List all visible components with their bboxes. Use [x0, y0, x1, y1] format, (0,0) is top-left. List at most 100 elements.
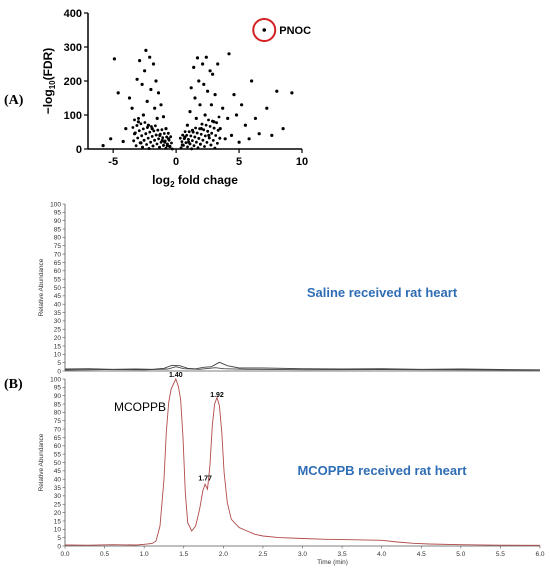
compound-label: MCOPPB — [114, 400, 166, 414]
volcano-point — [207, 133, 211, 137]
volcano-point — [205, 141, 209, 144]
chrom-y-tick-label: 90 — [54, 393, 62, 400]
volcano-point — [191, 130, 195, 134]
volcano-point — [208, 69, 212, 73]
volcano-point — [159, 140, 163, 144]
volcano-point — [207, 136, 211, 140]
chrom-y-tick-label: 95 — [54, 385, 62, 392]
volcano-point — [155, 116, 159, 120]
x-label-base: log — [152, 173, 170, 187]
volcano-point — [121, 139, 125, 144]
volcano-point — [202, 128, 206, 132]
volcano-point — [130, 106, 134, 110]
volcano-point — [138, 59, 142, 63]
volcano-point — [181, 133, 185, 137]
volcano-y-tick-label: 100 — [64, 110, 82, 122]
volcano-point — [141, 127, 145, 131]
saline-annotation: Saline received rat heart — [307, 285, 458, 300]
volcano-point — [188, 110, 192, 114]
volcano-point — [132, 139, 136, 143]
volcano-point — [281, 127, 285, 131]
volcano-point — [133, 118, 136, 122]
volcano-point — [187, 138, 190, 141]
volcano-point — [203, 113, 207, 117]
volcano-point — [155, 142, 159, 146]
volcano-point — [146, 126, 149, 129]
volcano-point — [193, 96, 197, 100]
volcano-y-tick-label: 300 — [64, 42, 82, 54]
volcano-point — [290, 91, 294, 95]
chrom-y-tick-label: 75 — [54, 243, 62, 250]
volcano-point — [137, 117, 140, 120]
chrom-x-tick-label: 4.0 — [377, 551, 386, 558]
volcano-point — [202, 82, 206, 86]
volcano-point — [240, 103, 244, 107]
chrom-x-tick-label: 0.5 — [100, 551, 109, 558]
volcano-point — [164, 127, 168, 131]
volcano-x-tick-label: 10 — [296, 156, 308, 168]
volcano-point — [199, 142, 202, 146]
volcano-point — [203, 145, 206, 148]
volcano-point — [182, 144, 185, 147]
volcano-point — [145, 99, 149, 103]
volcano-point — [216, 128, 220, 132]
volcano-point — [144, 48, 148, 53]
chrom-x-tick-label: 1.5 — [179, 551, 188, 558]
volcano-point — [189, 134, 193, 138]
chrom-y-tick-label: 70 — [54, 426, 62, 433]
volcano-point — [253, 116, 257, 120]
chrom-y-tick-label: 40 — [54, 302, 62, 309]
volcano-point — [134, 144, 138, 148]
volcano-point — [140, 82, 144, 86]
pnoc-point — [262, 28, 267, 32]
chrom-series-line — [64, 377, 541, 546]
chrom-y-tick-label: 0 — [57, 543, 61, 550]
volcano-point — [270, 133, 274, 137]
volcano-point — [197, 137, 201, 140]
volcano-point — [247, 137, 251, 141]
volcano-point — [207, 118, 210, 122]
volcano-point — [133, 131, 137, 135]
chrom-y-tick-label: 15 — [54, 343, 62, 350]
chrom-y-tick-label: 25 — [54, 327, 62, 334]
volcano-point — [215, 121, 219, 125]
chrom-y-tick-label: 45 — [54, 468, 62, 475]
chrom-y-tick-label: 55 — [54, 451, 62, 458]
volcano-point — [201, 138, 205, 142]
volcano-point — [199, 132, 203, 136]
volcano-point — [185, 123, 189, 127]
chrom-y-tick-label: 85 — [54, 401, 62, 408]
volcano-point — [156, 91, 161, 95]
volcano-y-label: −log10(FDR) — [41, 48, 57, 115]
volcano-point — [211, 139, 215, 142]
chrom-y-tick-label: 60 — [54, 268, 62, 275]
volcano-point — [206, 129, 210, 133]
volcano-point — [200, 122, 204, 126]
volcano-point — [203, 134, 207, 138]
chrom-y-tick-label: 80 — [54, 410, 62, 417]
volcano-point — [170, 141, 173, 145]
chrom-y-tick-label: 55 — [54, 276, 62, 283]
volcano-point — [153, 106, 157, 110]
chrom-x-tick-label: 3.0 — [298, 551, 307, 558]
volcano-point — [137, 129, 141, 133]
x-label-sub: 2 — [170, 180, 175, 189]
chrom-y-tick-label: 35 — [54, 485, 62, 492]
panel-a-label: (A) — [4, 93, 24, 108]
volcano-point — [167, 138, 171, 142]
chrom-series-line — [64, 361, 541, 371]
chrom-y-tick-label: 95 — [54, 210, 62, 217]
volcano-point — [153, 138, 157, 142]
volcano-plot: PNOC 0 100 200 300 400 -5 0 5 10 log2 fold chage −l… — [41, 8, 311, 189]
volcano-point — [211, 119, 214, 123]
chrom-y-tick-label: 5 — [57, 360, 61, 367]
volcano-point — [193, 135, 197, 139]
volcano-point — [165, 135, 169, 139]
volcano-point — [243, 123, 247, 127]
volcano-point — [192, 144, 196, 148]
volcano-point — [142, 138, 146, 142]
volcano-point — [151, 62, 156, 66]
chrom-y-tick-label: 60 — [54, 443, 62, 450]
volcano-point — [162, 132, 166, 135]
